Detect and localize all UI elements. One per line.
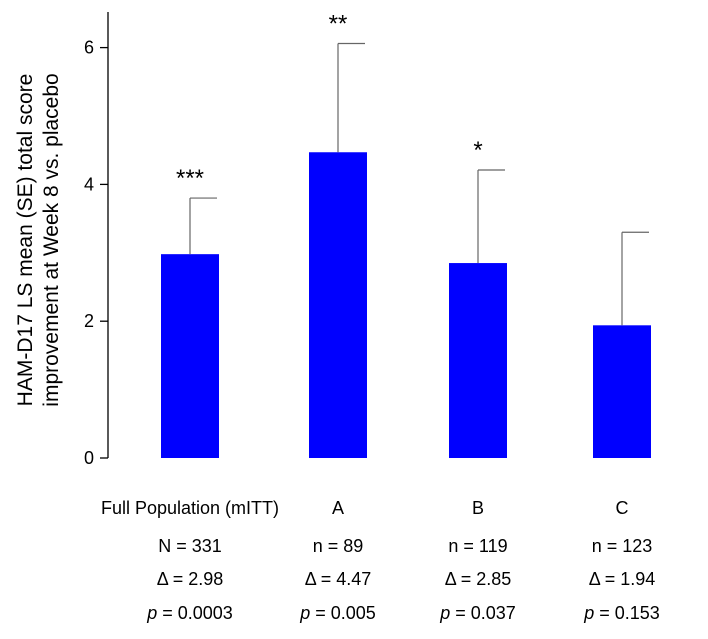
n-label-4: n = 123 xyxy=(592,536,653,556)
p-value-label-3: p = 0.037 xyxy=(439,603,516,623)
significance-marker-3: * xyxy=(473,137,482,164)
p-value: = 0.037 xyxy=(450,603,516,623)
p-value-label-2: p = 0.005 xyxy=(299,603,376,623)
x-category-label-3: B xyxy=(472,498,484,518)
p-value-label-4: p = 0.153 xyxy=(583,603,660,623)
n-label-3: n = 119 xyxy=(448,536,507,556)
bar-1 xyxy=(161,254,219,458)
bar-2 xyxy=(309,152,367,458)
n-label-1: N = 331 xyxy=(158,536,222,556)
y-axis-label-line-1: HAM-D17 LS mean (SE) total score xyxy=(14,74,37,407)
y-axis-label: HAM-D17 LS mean (SE) total score improve… xyxy=(14,73,63,406)
x-category-label-1: Full Population (mITT) xyxy=(101,498,279,518)
p-symbol: p xyxy=(439,603,450,623)
p-symbol: p xyxy=(299,603,310,623)
p-symbol: p xyxy=(583,603,594,623)
n-label-2: n = 89 xyxy=(313,536,364,556)
y-tick-label: 0 xyxy=(84,448,94,468)
y-tick-label: 6 xyxy=(84,38,94,58)
y-tick-label: 2 xyxy=(84,311,94,331)
delta-label-2: Δ = 4.47 xyxy=(305,569,372,589)
significance-marker-1: *** xyxy=(176,165,204,192)
p-value: = 0.153 xyxy=(594,603,660,623)
y-tick-label: 4 xyxy=(84,174,94,194)
delta-label-1: Δ = 2.98 xyxy=(157,569,224,589)
bar-3 xyxy=(449,263,507,458)
significance-marker-2: ** xyxy=(329,10,348,37)
bar-4 xyxy=(593,325,651,458)
x-category-label-4: C xyxy=(616,498,629,518)
p-value: = 0.0003 xyxy=(157,603,233,623)
p-value-label-1: p = 0.0003 xyxy=(146,603,233,623)
x-category-label-2: A xyxy=(332,498,344,518)
p-symbol: p xyxy=(146,603,157,623)
p-value: = 0.005 xyxy=(310,603,376,623)
delta-label-3: Δ = 2.85 xyxy=(445,569,512,589)
delta-label-4: Δ = 1.94 xyxy=(589,569,656,589)
y-axis-label-line-2: improvement at Week 8 vs. placebo xyxy=(40,73,63,406)
